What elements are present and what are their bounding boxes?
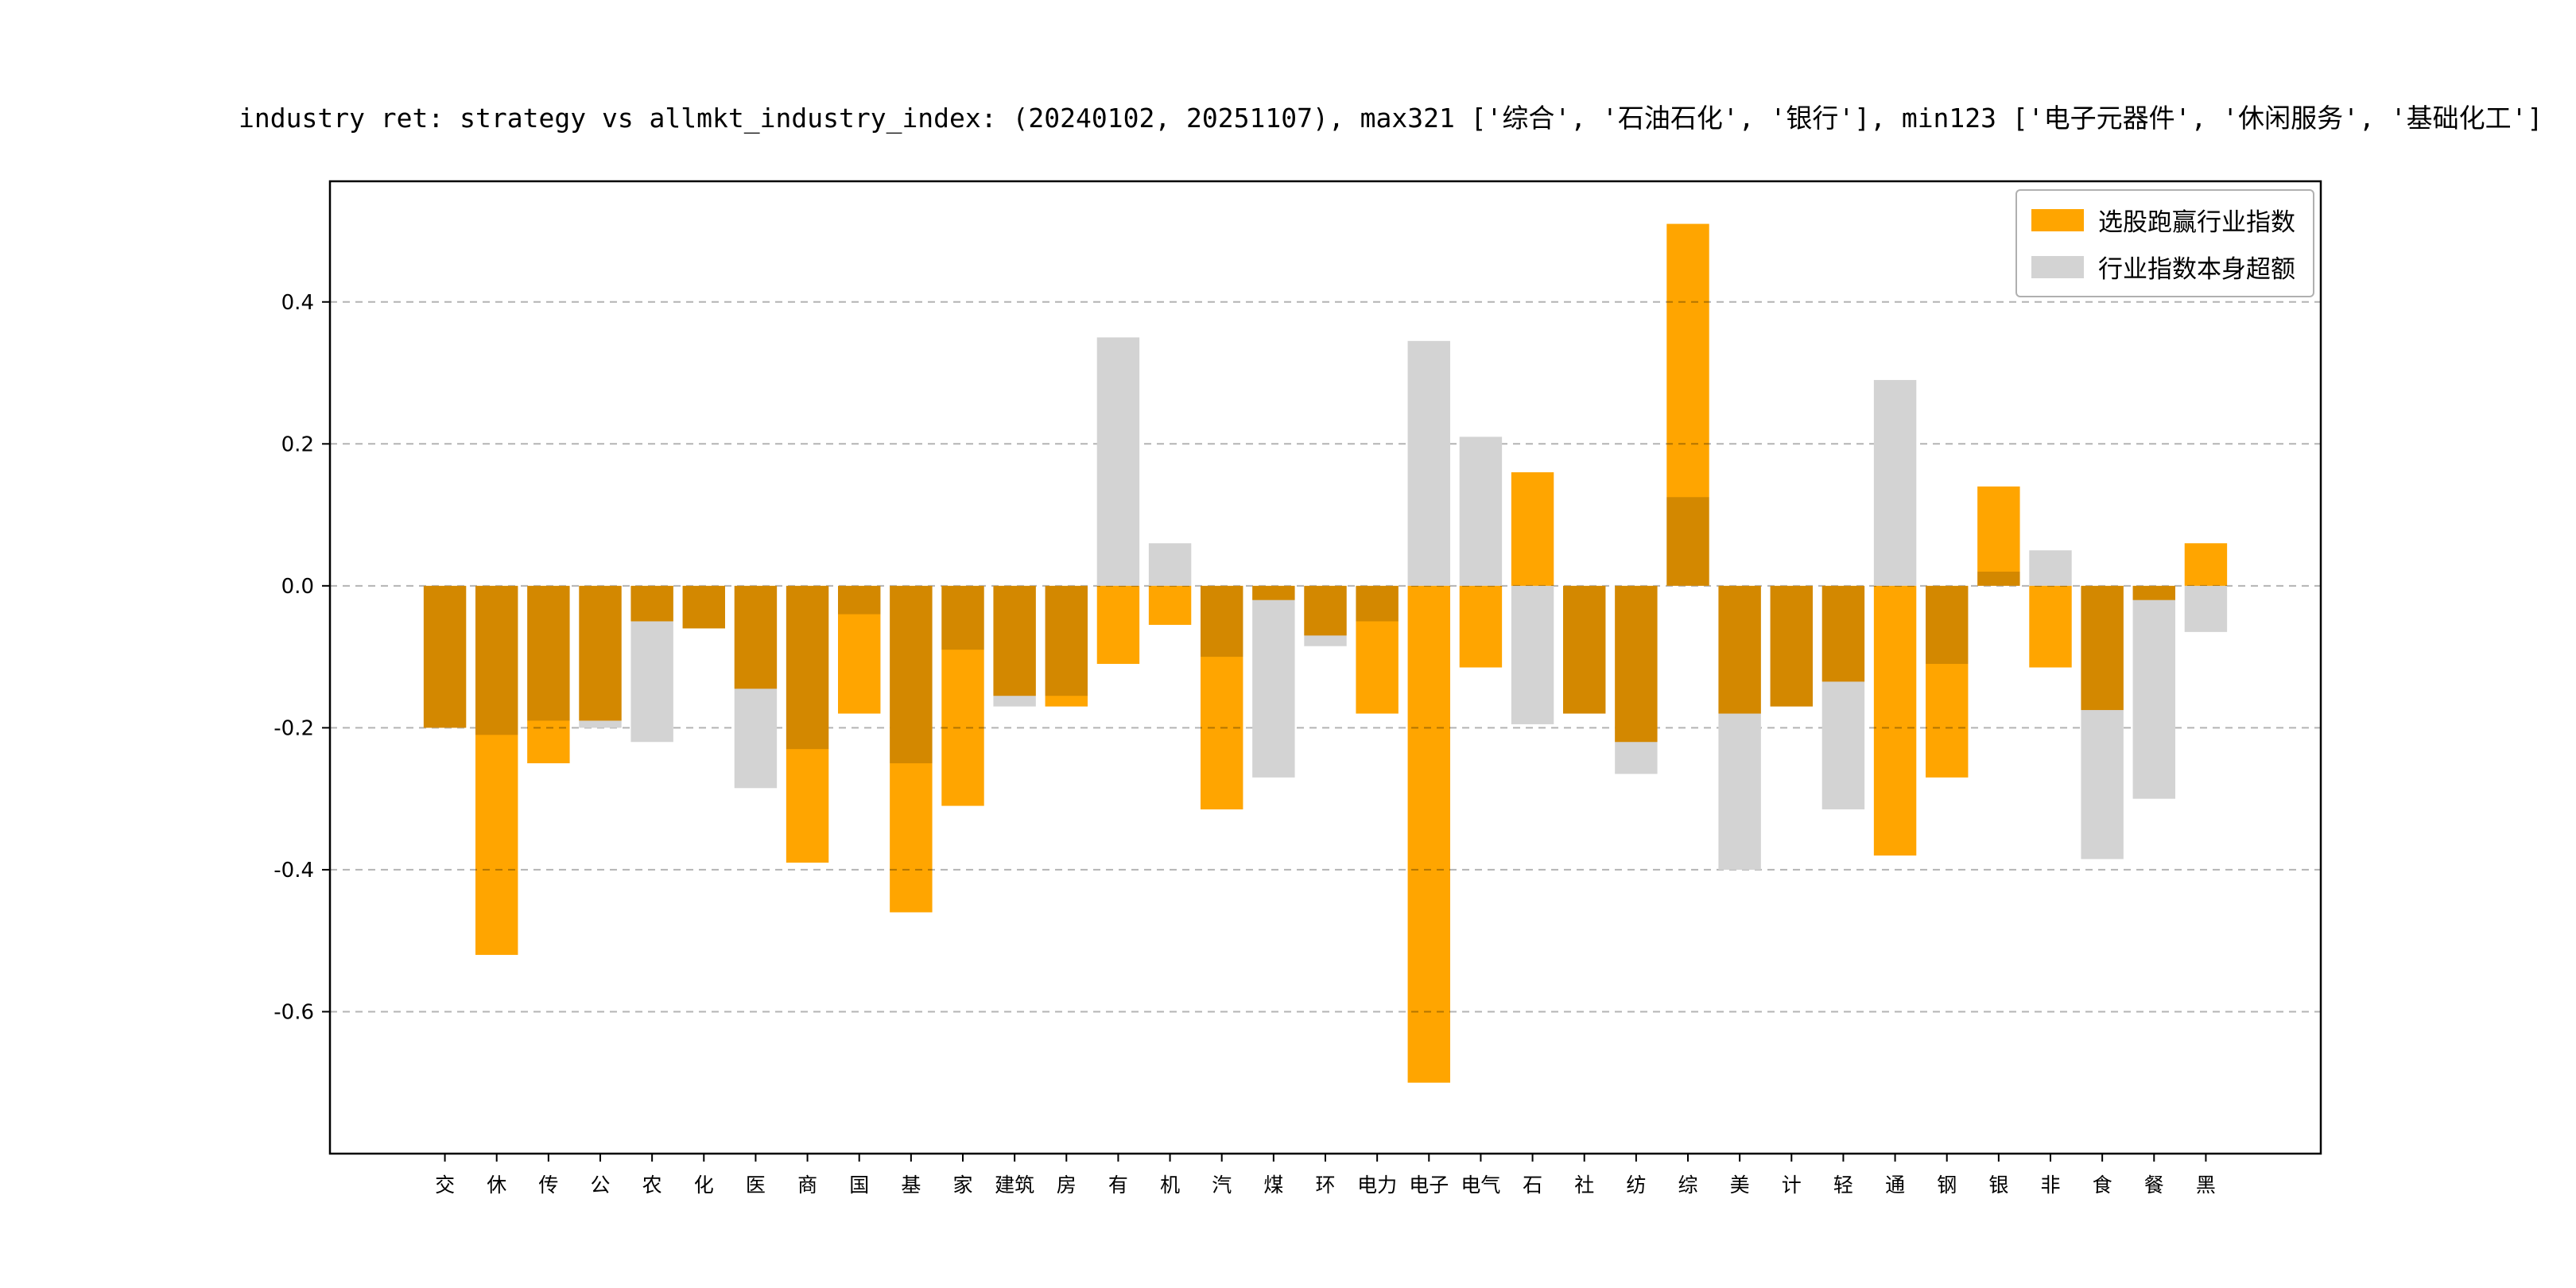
bar-index-excess bbox=[2029, 550, 2072, 586]
x-tick-label: 石 bbox=[1523, 1174, 1542, 1197]
legend-label-strategy: 选股跑赢行业指数 bbox=[2098, 208, 2295, 237]
legend-label-index: 行业指数本身超额 bbox=[2098, 255, 2295, 284]
bar-strategy-excess bbox=[1407, 585, 1450, 1083]
x-tick-label: 银 bbox=[1988, 1174, 2008, 1197]
legend-row-index: 行业指数本身超额 bbox=[2031, 249, 2295, 285]
x-tick-label: 纺 bbox=[1626, 1174, 1646, 1197]
x-tick-label: 建筑 bbox=[995, 1174, 1034, 1197]
x-tick-label: 休 bbox=[487, 1174, 506, 1197]
x-tick-label: 电力 bbox=[1357, 1174, 1397, 1197]
y-tick-label: -0.6 bbox=[274, 1000, 314, 1024]
x-tick-label: 机 bbox=[1160, 1174, 1180, 1197]
bar-index-excess bbox=[1407, 340, 1450, 586]
x-tick-label: 传 bbox=[538, 1174, 558, 1197]
legend-row-strategy: 选股跑赢行业指数 bbox=[2031, 202, 2295, 238]
x-tick-label: 美 bbox=[1730, 1174, 1750, 1197]
bar-strategy-excess bbox=[1304, 585, 1347, 636]
bar-strategy-excess bbox=[734, 585, 778, 689]
bar-strategy-excess bbox=[1096, 585, 1140, 665]
bar-strategy-excess bbox=[1821, 585, 1865, 682]
bar-strategy-excess bbox=[1977, 486, 2020, 586]
x-tick-label: 环 bbox=[1315, 1174, 1335, 1197]
bar-strategy-excess bbox=[1666, 223, 1709, 586]
x-tick-label: 公 bbox=[590, 1174, 610, 1197]
y-tick-label: 0.0 bbox=[281, 575, 314, 599]
x-tick-label: 商 bbox=[797, 1174, 817, 1197]
x-tick-label: 通 bbox=[1885, 1174, 1905, 1197]
x-tick-label: 汽 bbox=[1212, 1174, 1232, 1197]
bar-strategy-excess bbox=[1615, 585, 1658, 743]
bar-strategy-excess bbox=[1356, 585, 1399, 714]
bar-strategy-excess bbox=[579, 585, 622, 721]
x-tick-label: 社 bbox=[1574, 1174, 1594, 1197]
bar-strategy-excess bbox=[1511, 472, 1554, 586]
x-tick-label: 基 bbox=[901, 1174, 921, 1197]
x-tick-label: 医 bbox=[746, 1174, 766, 1197]
bar-strategy-excess bbox=[2132, 585, 2175, 600]
bar-strategy-excess bbox=[2184, 543, 2228, 586]
bar-strategy-excess bbox=[1252, 585, 1295, 600]
bar-index-excess bbox=[1511, 585, 1554, 724]
bar-strategy-excess bbox=[1873, 585, 1917, 856]
bar-strategy-excess bbox=[527, 585, 570, 764]
x-tick-label: 国 bbox=[849, 1174, 869, 1197]
y-tick-label: -0.4 bbox=[274, 859, 314, 883]
x-tick-label: 餐 bbox=[2144, 1174, 2164, 1197]
bar-strategy-excess bbox=[786, 585, 829, 863]
bar-strategy-excess bbox=[475, 585, 518, 956]
bar-index-excess bbox=[1252, 585, 1295, 778]
bar-index-excess bbox=[1873, 379, 1917, 586]
x-tick-label: 轻 bbox=[1833, 1174, 1853, 1197]
bar-strategy-excess bbox=[1148, 585, 1192, 625]
bar-index-excess bbox=[1148, 543, 1192, 586]
bar-strategy-excess bbox=[1718, 585, 1761, 714]
x-tick-label: 有 bbox=[1108, 1174, 1128, 1197]
bar-strategy-excess bbox=[1201, 585, 1243, 810]
legend-swatch-orange bbox=[2031, 208, 2084, 231]
bar-index-excess bbox=[1096, 337, 1140, 586]
bar-strategy-excess bbox=[838, 585, 881, 714]
bar-strategy-excess bbox=[1926, 585, 1969, 778]
bar-strategy-excess bbox=[1770, 585, 1813, 707]
bar-strategy-excess bbox=[682, 585, 725, 629]
bar-strategy-excess bbox=[2081, 585, 2124, 711]
x-tick-label: 家 bbox=[952, 1174, 972, 1197]
x-tick-label: 非 bbox=[2040, 1174, 2060, 1197]
x-tick-label: 农 bbox=[642, 1174, 662, 1197]
legend-swatch-gray bbox=[2031, 255, 2084, 278]
chart-title: industry ret: strategy vs allmkt_industr… bbox=[239, 103, 2543, 134]
x-tick-label: 交 bbox=[435, 1174, 455, 1197]
x-tick-label: 综 bbox=[1678, 1174, 1697, 1197]
x-tick-label: 电子 bbox=[1409, 1174, 1449, 1197]
bar-strategy-excess bbox=[890, 585, 933, 913]
bar-strategy-excess bbox=[993, 585, 1036, 696]
bar-index-excess bbox=[1459, 436, 1503, 586]
bar-strategy-excess bbox=[630, 585, 673, 622]
bar-strategy-excess bbox=[1459, 585, 1503, 668]
y-tick-label: -0.2 bbox=[274, 716, 314, 740]
x-tick-label: 煤 bbox=[1263, 1174, 1283, 1197]
bar-index-excess bbox=[2132, 585, 2175, 799]
y-tick-label: 0.4 bbox=[281, 291, 314, 315]
bar-strategy-excess bbox=[423, 585, 467, 728]
x-tick-label: 房 bbox=[1057, 1174, 1077, 1197]
x-tick-label: 黑 bbox=[2196, 1174, 2216, 1197]
bar-strategy-excess bbox=[2029, 585, 2072, 668]
legend: 选股跑赢行业指数 行业指数本身超额 bbox=[2015, 189, 2314, 297]
axes-spines bbox=[328, 180, 2322, 1155]
x-tick-label: 计 bbox=[1782, 1174, 1802, 1197]
y-tick-label: 0.2 bbox=[281, 433, 314, 456]
x-tick-label: 电气 bbox=[1461, 1174, 1500, 1197]
bar-strategy-excess bbox=[1563, 585, 1606, 714]
x-tick-label: 钢 bbox=[1937, 1174, 1957, 1197]
bar-index-excess bbox=[2184, 585, 2228, 632]
bar-strategy-excess bbox=[1045, 585, 1088, 707]
x-tick-label: 化 bbox=[694, 1174, 714, 1197]
bar-strategy-excess bbox=[941, 585, 984, 806]
x-tick-label: 食 bbox=[2093, 1174, 2112, 1197]
